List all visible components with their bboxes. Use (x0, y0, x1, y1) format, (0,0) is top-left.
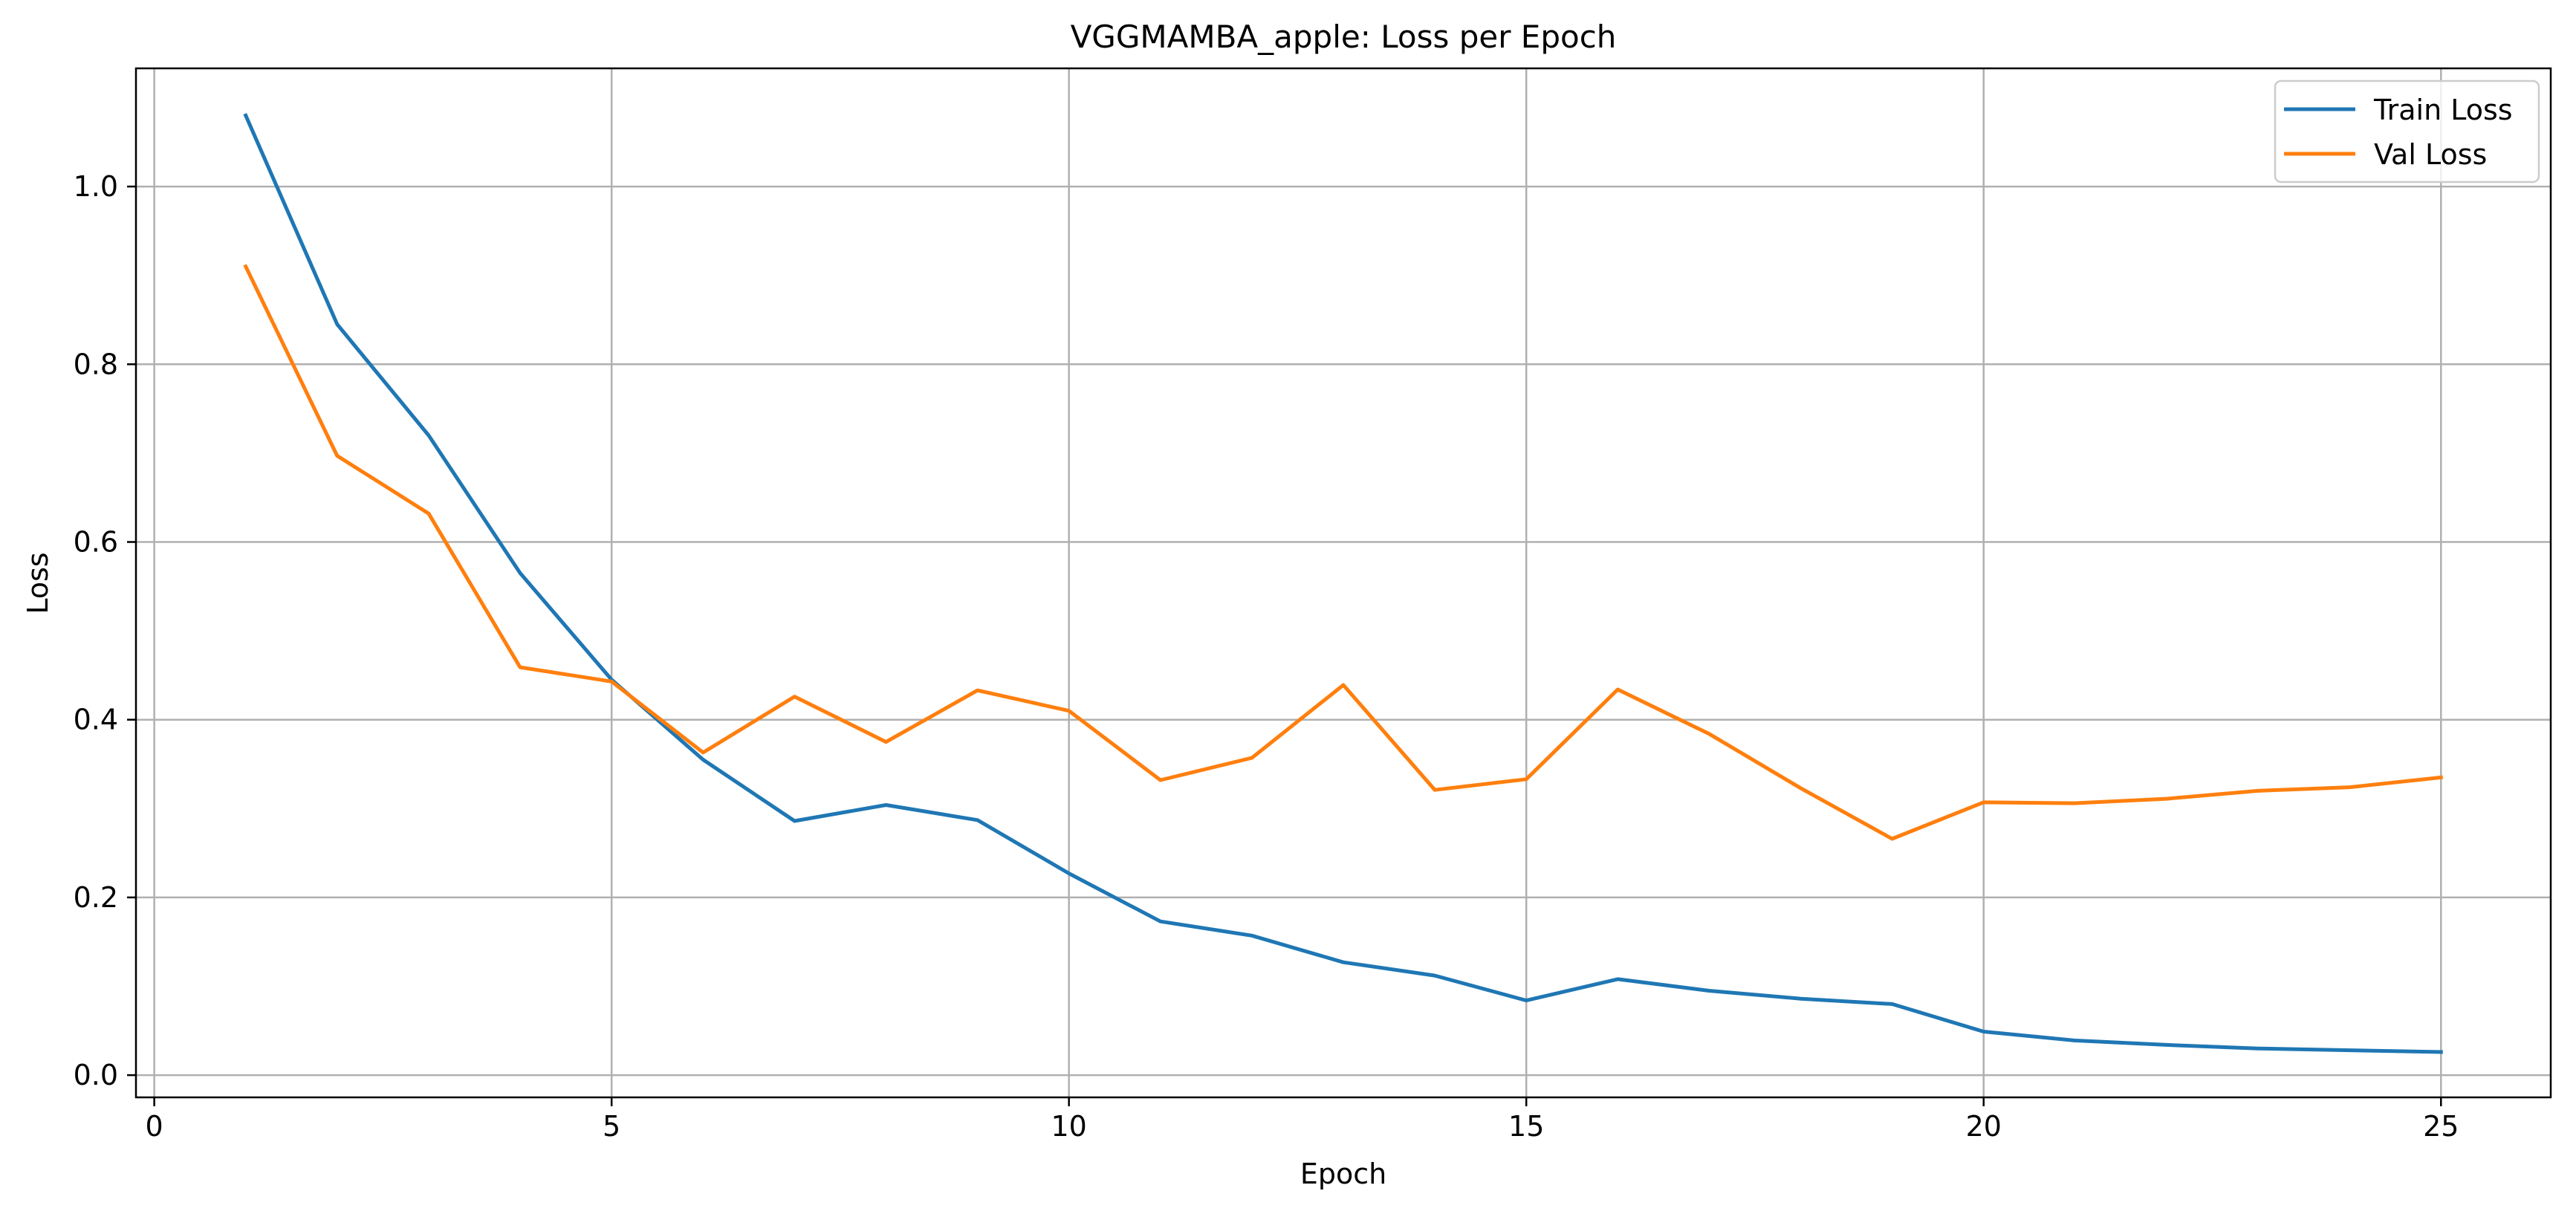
legend-label-train: Train Loss (2373, 94, 2513, 126)
y-tick-label: 0.6 (74, 525, 118, 558)
legend-label-val: Val Loss (2374, 138, 2487, 171)
x-tick-label: 0 (146, 1110, 163, 1143)
train-loss-line (243, 113, 2443, 1054)
y-tick-label: 0.0 (74, 1059, 118, 1091)
y-tick-label: 0.2 (74, 881, 118, 914)
legend: Train Loss Val Loss (2274, 79, 2540, 184)
x-tick-label: 25 (2423, 1110, 2459, 1143)
x-axis-ticks: 0 5 10 15 20 25 (146, 1097, 2459, 1143)
y-tick-label: 0.8 (74, 348, 118, 380)
x-tick-label: 5 (603, 1110, 620, 1143)
y-axis-label: Loss (22, 552, 54, 614)
chart-title: VGGMAMBA_apple: Loss per Epoch (1071, 19, 1617, 55)
legend-box (2274, 79, 2540, 184)
grid-lines (136, 68, 2551, 1097)
y-axis-ticks: 0.0 0.2 0.4 0.6 0.8 1.0 (74, 170, 136, 1091)
plot-frame (134, 67, 2552, 1099)
series-lines (243, 113, 2444, 1054)
x-axis-label: Epoch (1300, 1158, 1386, 1190)
val-loss-line (243, 264, 2444, 841)
x-tick-label: 15 (1508, 1110, 1544, 1143)
x-tick-label: 20 (1966, 1110, 2002, 1143)
y-tick-label: 1.0 (74, 170, 118, 203)
x-tick-label: 10 (1051, 1110, 1087, 1143)
y-tick-label: 0.4 (74, 704, 118, 736)
